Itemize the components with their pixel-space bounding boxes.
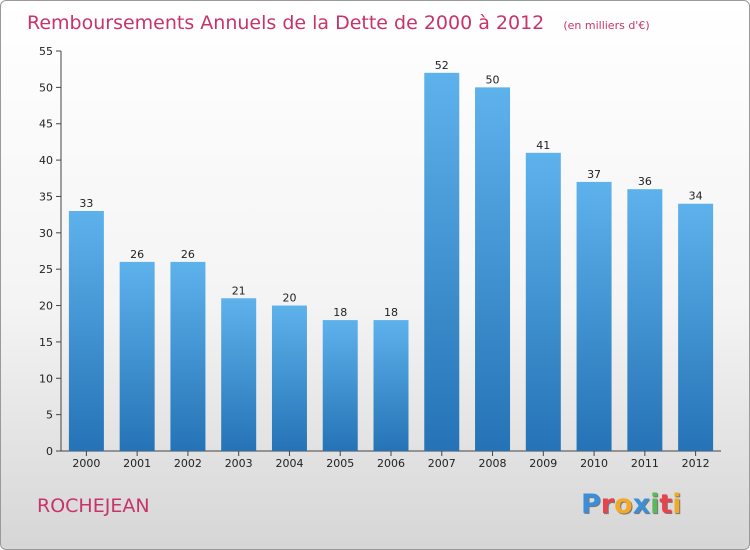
bar [68, 211, 104, 451]
x-tick-label: 2008 [479, 457, 507, 470]
bar-value-label: 50 [486, 73, 500, 86]
axes: 0 5 10 15 20 25 30 35 40 45 50 55 2000 2001 2002 2003 20… [39, 45, 721, 470]
x-tick-label: 2007 [428, 457, 456, 470]
bar-value-label: 18 [384, 306, 398, 319]
y-tick-label: 40 [39, 154, 53, 167]
y-tick-label: 5 [46, 409, 53, 422]
bar [576, 181, 612, 451]
bar [221, 298, 257, 451]
bar [627, 189, 663, 451]
bar [678, 203, 714, 451]
bar-value-label: 52 [435, 59, 449, 72]
bar [475, 87, 511, 451]
x-tick-label: 2003 [225, 457, 253, 470]
logo-letter: P [581, 489, 601, 520]
bar-value-label: 20 [282, 292, 296, 305]
logo-letter: t [659, 489, 673, 520]
logo-letter: x [632, 489, 651, 520]
bar [271, 305, 307, 451]
y-tick-label: 10 [39, 372, 53, 385]
bar [170, 261, 206, 451]
bar [525, 152, 561, 451]
bar-value-label: 26 [181, 248, 195, 261]
x-tick-label: 2010 [580, 457, 608, 470]
x-tick-label: 2002 [174, 457, 202, 470]
x-tick-label: 2005 [326, 457, 354, 470]
x-tick-label: 2012 [682, 457, 710, 470]
y-tick-label: 0 [46, 445, 53, 458]
bar [119, 261, 155, 451]
x-tick-label: 2006 [377, 457, 405, 470]
y-tick-label: 30 [39, 227, 53, 240]
x-tick-label: 2001 [123, 457, 151, 470]
y-tick-label: 15 [39, 336, 53, 349]
x-tick-label: 2009 [529, 457, 557, 470]
commune-name: ROCHEJEAN [37, 495, 150, 517]
proxiti-logo: Proxiti [581, 489, 682, 520]
logo-letter: i [650, 489, 660, 520]
bars: 33 26 26 21 20 18 18 52 50 41 37 36 34 [68, 59, 714, 452]
x-tick-label: 2011 [631, 457, 659, 470]
bar-value-label: 21 [232, 284, 246, 297]
bar-value-label: 34 [689, 190, 703, 203]
x-tick-label: 2004 [275, 457, 303, 470]
bar-value-label: 18 [333, 306, 347, 319]
logo-letter: r [600, 489, 615, 520]
bar-value-label: 26 [130, 248, 144, 261]
x-tick-label: 2000 [72, 457, 100, 470]
bar-value-label: 37 [587, 168, 601, 181]
y-tick-label: 20 [39, 300, 53, 313]
bar-value-label: 33 [79, 197, 93, 210]
bar [373, 320, 409, 451]
y-tick-label: 50 [39, 81, 53, 94]
y-tick-label: 25 [39, 263, 53, 276]
y-tick-label: 45 [39, 118, 53, 131]
y-tick-label: 35 [39, 190, 53, 203]
y-tick-label: 55 [39, 45, 53, 58]
bar [322, 320, 358, 451]
bar [424, 72, 460, 452]
chart-title-main: Remboursements Annuels de la Dette de 20… [27, 12, 650, 34]
bar-value-label: 41 [536, 139, 550, 152]
logo-letter: o [614, 489, 633, 520]
bar-value-label: 36 [638, 175, 652, 188]
logo-letter: i [672, 489, 682, 520]
